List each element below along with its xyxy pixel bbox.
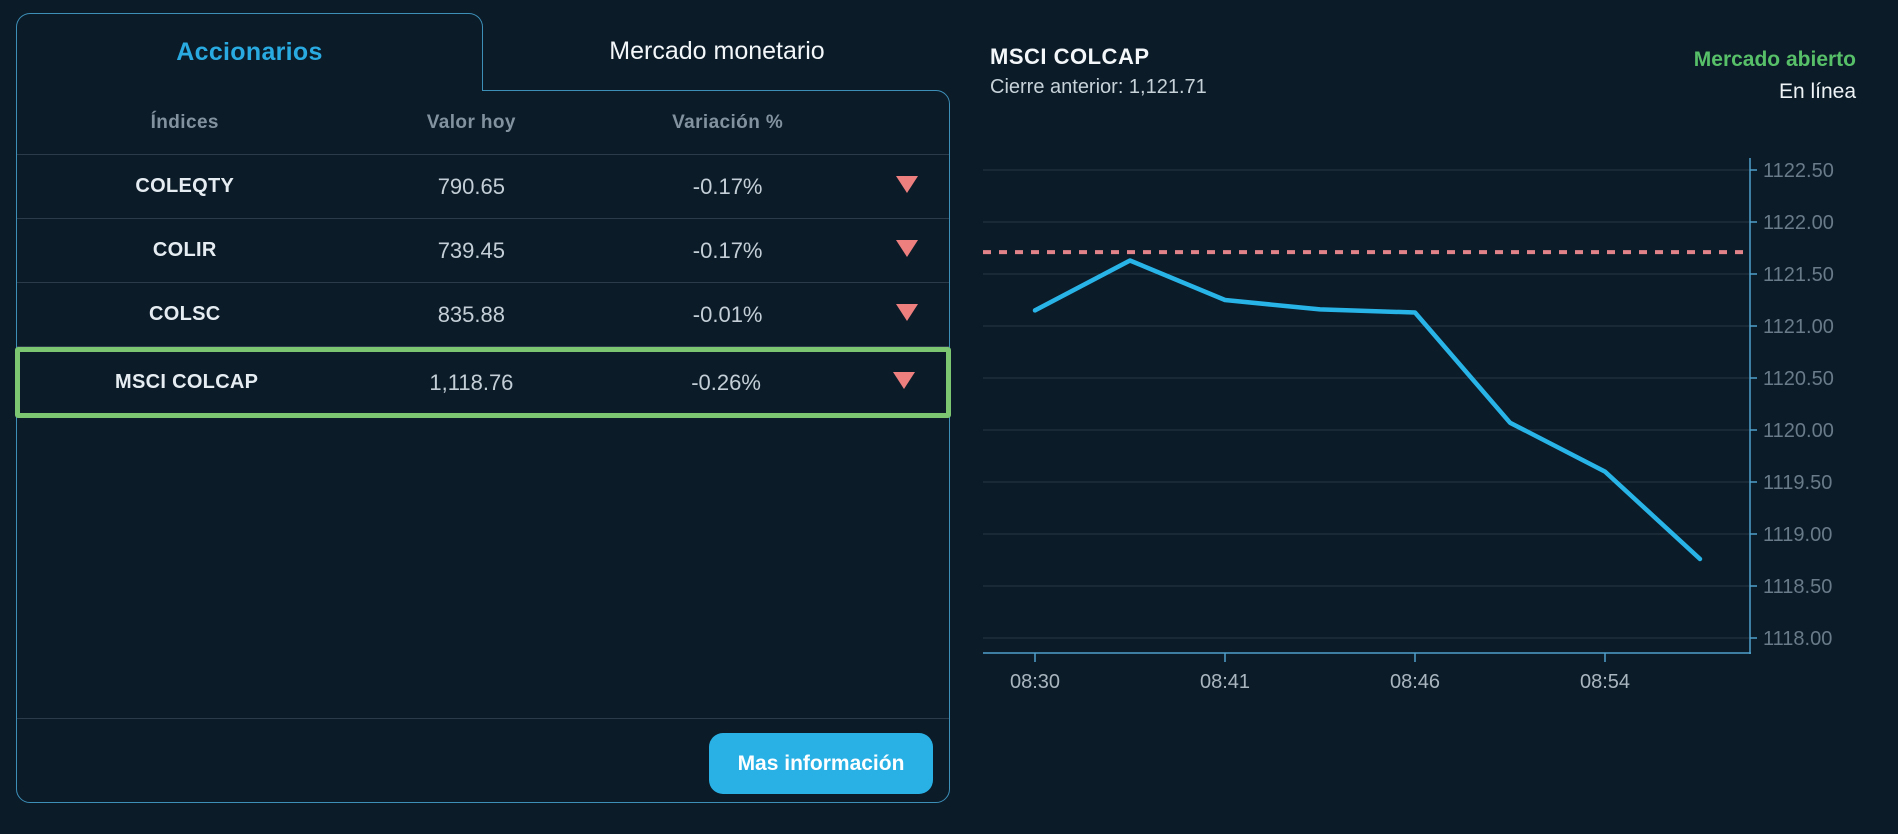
table-row-colsc[interactable]: COLSC 835.88 -0.01% <box>17 283 949 347</box>
y-tick-label: 1121.00 <box>1763 316 1834 338</box>
indices-panel: Índices Valor hoy Variación % COLEQTY 790… <box>15 90 951 803</box>
x-tick-label: 08:41 <box>1200 671 1250 693</box>
index-variation: -0.01% <box>692 301 763 327</box>
table-row-msci-colcap[interactable]: MSCI COLCAP 1,118.76 -0.26% <box>15 347 951 418</box>
panel-bottom-divider <box>17 718 949 719</box>
market-status-badge: Mercado abierto <box>1693 48 1856 71</box>
header-indices: Índices <box>150 111 219 133</box>
index-value: 1,118.76 <box>429 369 514 395</box>
index-value: 790.65 <box>437 173 505 199</box>
table-row-colir[interactable]: COLIR 739.45 -0.17% <box>17 219 949 283</box>
x-tick-label: 08:30 <box>1010 671 1060 693</box>
tab-accionarios-label: Accionarios <box>176 38 323 66</box>
indices-table-body: COLEQTY 790.65 -0.17% COLIR 739.45 -0.17% COLS… <box>15 155 951 418</box>
tab-accionarios[interactable]: Accionarios <box>16 13 483 91</box>
previous-close-label: Cierre anterior: 1,121.71 <box>990 76 1207 98</box>
index-name: COLIR <box>152 239 217 261</box>
index-variation: -0.26% <box>691 369 761 395</box>
header-valor-hoy: Valor hoy <box>426 111 516 133</box>
y-tick-label: 1122.00 <box>1763 212 1834 234</box>
index-variation: -0.17% <box>692 173 763 199</box>
indices-table-header: Índices Valor hoy Variación % <box>17 91 949 155</box>
tab-mercado-monetario-label: Mercado monetario <box>609 36 825 65</box>
down-triangle-icon <box>896 239 919 257</box>
connection-status: En línea <box>1778 80 1856 103</box>
chart-title: MSCI COLCAP <box>990 44 1150 69</box>
index-value: 739.45 <box>437 237 505 263</box>
price-chart: 1122.50 1122.00 1121.50 1121.00 1120.50 1120.… <box>983 158 1834 693</box>
y-tick-label: 1120.00 <box>1763 420 1834 442</box>
down-triangle-icon <box>893 371 916 389</box>
index-variation: -0.17% <box>692 237 763 263</box>
price-line <box>1032 258 1703 562</box>
more-info-button[interactable]: Mas información <box>709 733 933 794</box>
index-name: MSCI COLCAP <box>115 371 259 393</box>
y-tick-label: 1119.00 <box>1763 524 1832 546</box>
x-tick-label: 08:46 <box>1390 671 1440 693</box>
y-tick-label: 1118.00 <box>1763 628 1832 650</box>
y-tick-label: 1118.50 <box>1763 576 1832 598</box>
down-triangle-icon <box>896 175 919 193</box>
y-tick-label: 1122.50 <box>1763 160 1834 182</box>
x-tick-label: 08:54 <box>1580 671 1630 693</box>
table-row-coleqty[interactable]: COLEQTY 790.65 -0.17% <box>17 155 949 219</box>
header-variacion: Variación % <box>672 111 784 133</box>
down-triangle-icon <box>896 303 919 321</box>
y-tick-label: 1121.50 <box>1763 264 1834 286</box>
y-tick-label: 1120.50 <box>1763 368 1834 390</box>
index-name: COLSC <box>149 303 221 325</box>
tab-mercado-monetario[interactable]: Mercado monetario <box>484 14 950 88</box>
y-tick-label: 1119.50 <box>1763 472 1832 494</box>
index-name: COLEQTY <box>135 175 235 197</box>
index-value: 835.88 <box>437 301 505 327</box>
